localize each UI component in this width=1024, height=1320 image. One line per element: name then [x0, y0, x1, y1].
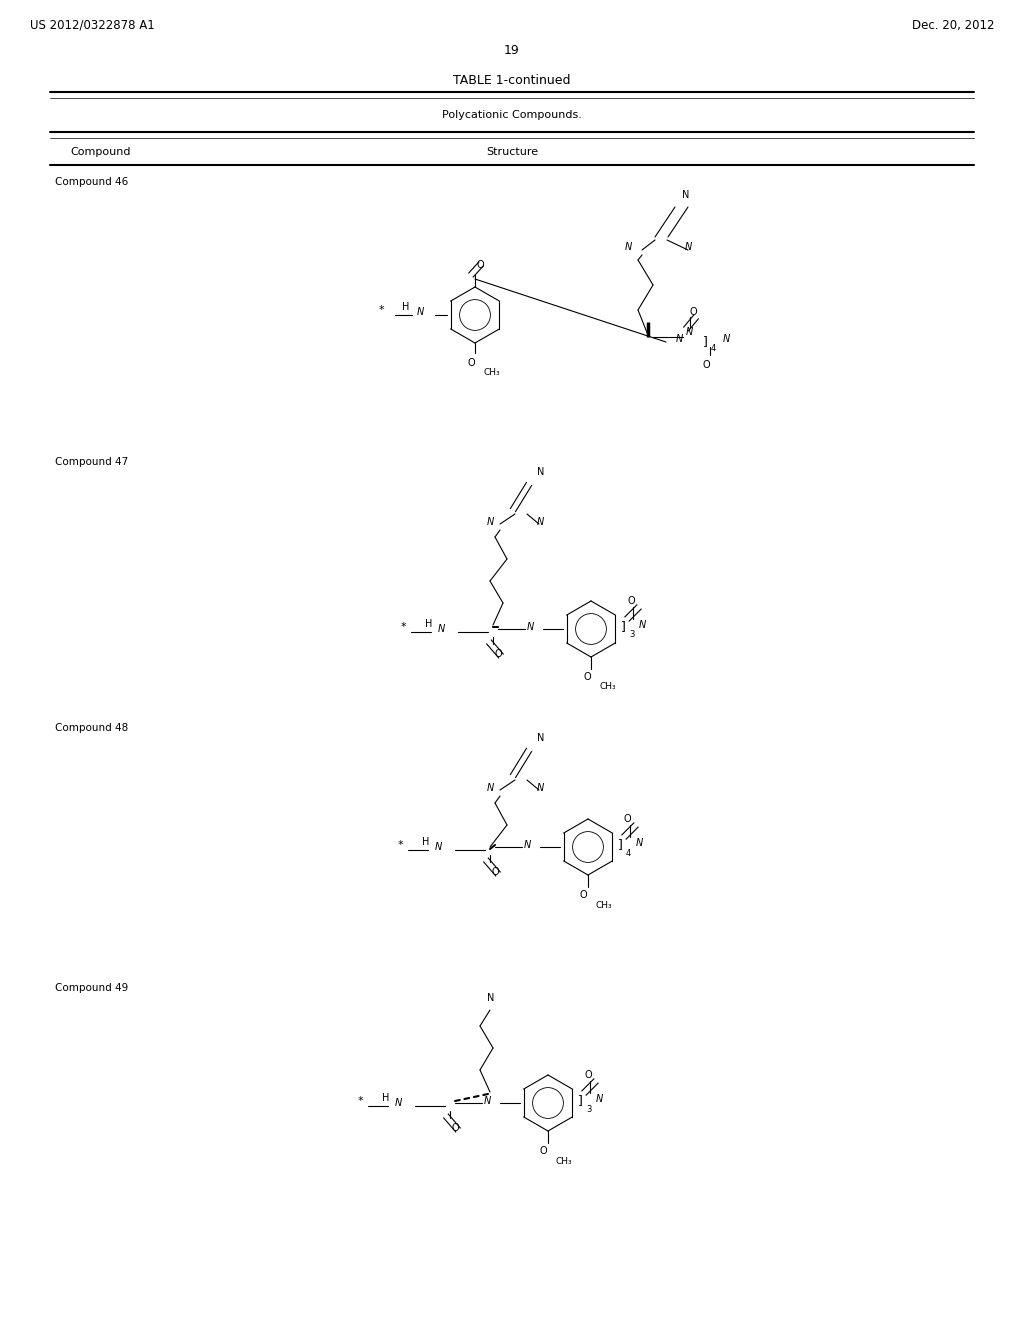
- Text: N: N: [487, 783, 495, 793]
- Text: *: *: [358, 1096, 364, 1106]
- Text: N: N: [676, 334, 683, 345]
- Text: ]: ]: [618, 838, 623, 851]
- Text: CH₃: CH₃: [483, 368, 500, 378]
- Text: O: O: [467, 358, 475, 368]
- Text: O: O: [624, 814, 632, 824]
- Text: Compound 46: Compound 46: [55, 177, 128, 187]
- Text: H: H: [382, 1093, 389, 1104]
- Text: N: N: [527, 622, 535, 632]
- Text: O: O: [492, 867, 500, 876]
- Text: TABLE 1-continued: TABLE 1-continued: [454, 74, 570, 87]
- Text: H: H: [402, 302, 410, 312]
- Text: O: O: [495, 649, 503, 659]
- Text: N: N: [685, 242, 692, 252]
- Text: N: N: [723, 334, 730, 345]
- Text: *: *: [379, 305, 385, 315]
- Text: Compound 47: Compound 47: [55, 457, 128, 467]
- Text: O: O: [584, 1071, 592, 1080]
- Text: N: N: [625, 242, 632, 252]
- Text: N: N: [438, 624, 445, 634]
- Text: CH₃: CH₃: [596, 900, 612, 909]
- Text: 4: 4: [711, 345, 716, 354]
- Text: 3: 3: [586, 1105, 592, 1114]
- Text: 3: 3: [629, 631, 635, 639]
- Text: N: N: [395, 1098, 402, 1107]
- Text: N: N: [636, 838, 643, 847]
- Text: *: *: [398, 840, 403, 850]
- Text: Compound 48: Compound 48: [55, 723, 128, 733]
- Text: ]: ]: [703, 335, 708, 348]
- Text: H: H: [422, 837, 429, 847]
- Text: O: O: [540, 1146, 548, 1156]
- Text: O: O: [703, 360, 711, 370]
- Text: Compound: Compound: [70, 147, 130, 157]
- Text: N: N: [686, 327, 693, 337]
- Text: O: O: [690, 308, 697, 317]
- Text: O: O: [583, 672, 591, 682]
- Text: N: N: [524, 840, 531, 850]
- Text: US 2012/0322878 A1: US 2012/0322878 A1: [30, 18, 155, 32]
- Text: N: N: [537, 467, 545, 477]
- Text: N: N: [487, 517, 495, 527]
- Text: Compound 49: Compound 49: [55, 983, 128, 993]
- Text: N: N: [417, 308, 424, 317]
- Text: N: N: [596, 1094, 603, 1104]
- Text: O: O: [627, 597, 635, 606]
- Text: N: N: [537, 517, 544, 527]
- Text: H: H: [425, 619, 432, 630]
- Text: N: N: [484, 1096, 492, 1106]
- Text: Dec. 20, 2012: Dec. 20, 2012: [911, 18, 994, 32]
- Text: N: N: [682, 190, 689, 201]
- Text: ]: ]: [578, 1094, 583, 1107]
- Text: 19: 19: [504, 44, 520, 57]
- Text: N: N: [487, 993, 495, 1003]
- Text: CH₃: CH₃: [556, 1156, 572, 1166]
- Text: N: N: [537, 783, 544, 793]
- Text: O: O: [477, 260, 484, 271]
- Text: *: *: [401, 622, 407, 632]
- Text: O: O: [580, 890, 588, 900]
- Text: CH₃: CH₃: [599, 682, 615, 692]
- Text: 4: 4: [626, 849, 631, 858]
- Text: N: N: [537, 733, 545, 743]
- Text: ]: ]: [621, 620, 626, 634]
- Text: N: N: [435, 842, 442, 851]
- Text: O: O: [452, 1123, 460, 1133]
- Text: Polycationic Compounds.: Polycationic Compounds.: [442, 110, 582, 120]
- Text: N: N: [639, 620, 646, 630]
- Text: Structure: Structure: [486, 147, 538, 157]
